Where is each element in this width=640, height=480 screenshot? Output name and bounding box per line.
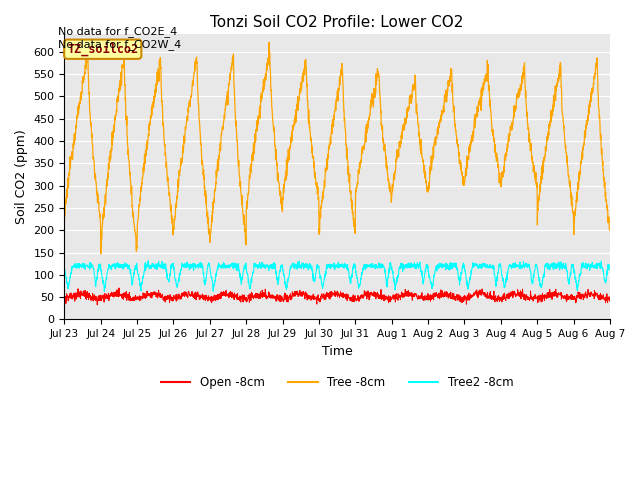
Tree2 -8cm (558, 262, 566, 267)
Open -8cm (573, 295, 581, 300)
Open -8cm (115, 285, 123, 291)
Open -8cm (558, 294, 566, 300)
Open -8cm (93, 302, 101, 308)
Tree -8cm (558, 108, 566, 114)
Text: No data for f_CO2W_4: No data for f_CO2W_4 (58, 39, 181, 50)
Tree2 -8cm (145, 258, 152, 264)
Tree -8cm (606, 227, 614, 233)
Tree -8cm (496, 180, 504, 185)
Open -8cm (365, 297, 373, 303)
Open -8cm (606, 299, 614, 304)
Tree2 -8cm (61, 265, 68, 271)
Line: Tree -8cm: Tree -8cm (65, 42, 610, 254)
Tree2 -8cm (353, 275, 361, 281)
X-axis label: Time: Time (322, 345, 353, 358)
Text: TZ_soilco2: TZ_soilco2 (67, 43, 138, 56)
Open -8cm (353, 296, 361, 302)
Legend: Open -8cm, Tree -8cm, Tree2 -8cm: Open -8cm, Tree -8cm, Tree2 -8cm (156, 371, 518, 394)
Tree2 -8cm (573, 288, 581, 293)
Title: Tonzi Soil CO2 Profile: Lower CO2: Tonzi Soil CO2 Profile: Lower CO2 (211, 15, 464, 30)
Tree -8cm (573, 198, 581, 204)
Open -8cm (496, 297, 504, 303)
Open -8cm (61, 295, 68, 301)
Tree2 -8cm (606, 262, 614, 268)
Tree -8cm (97, 251, 104, 257)
Tree -8cm (365, 116, 373, 121)
Tree -8cm (213, 174, 221, 180)
Text: No data for f_CO2E_4: No data for f_CO2E_4 (58, 26, 177, 37)
Tree -8cm (353, 180, 361, 186)
Tree2 -8cm (365, 262, 373, 268)
Open -8cm (213, 293, 221, 299)
Tree2 -8cm (100, 288, 108, 294)
Tree -8cm (61, 219, 68, 225)
Line: Open -8cm: Open -8cm (65, 288, 610, 305)
Line: Tree2 -8cm: Tree2 -8cm (65, 261, 610, 291)
Tree -8cm (265, 39, 273, 45)
Tree2 -8cm (213, 267, 221, 273)
Y-axis label: Soil CO2 (ppm): Soil CO2 (ppm) (15, 129, 28, 224)
Tree2 -8cm (496, 264, 504, 269)
